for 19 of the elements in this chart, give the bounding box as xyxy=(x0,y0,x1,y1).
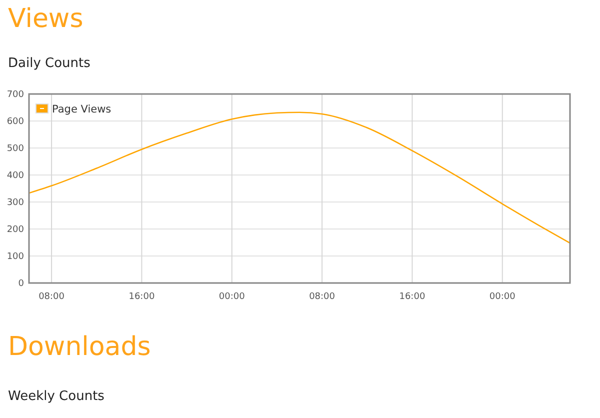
x-tick-label: 16:00 xyxy=(128,292,155,302)
y-tick-label: 600 xyxy=(6,117,24,127)
y-tick-label: 400 xyxy=(6,171,24,181)
y-tick-label: 700 xyxy=(6,90,24,100)
y-tick-label: 200 xyxy=(6,225,24,235)
x-tick-label: 08:00 xyxy=(38,292,65,302)
y-tick-label: 500 xyxy=(6,144,24,154)
x-tick-label: 00:00 xyxy=(489,292,516,302)
legend-label: Page Views xyxy=(52,104,112,116)
x-tick-label: 08:00 xyxy=(309,292,336,302)
y-tick-label: 300 xyxy=(6,198,24,208)
x-tick-label: 16:00 xyxy=(399,292,426,302)
chart-subtitle: Daily Counts xyxy=(8,56,91,71)
chart-title: Views xyxy=(8,4,84,34)
text: Downloads xyxy=(8,332,151,362)
y-tick-label: 100 xyxy=(6,252,24,262)
x-tick-label: 00:00 xyxy=(218,292,246,302)
y-tick-label: 0 xyxy=(18,279,24,289)
text: Weekly Counts xyxy=(8,389,105,404)
